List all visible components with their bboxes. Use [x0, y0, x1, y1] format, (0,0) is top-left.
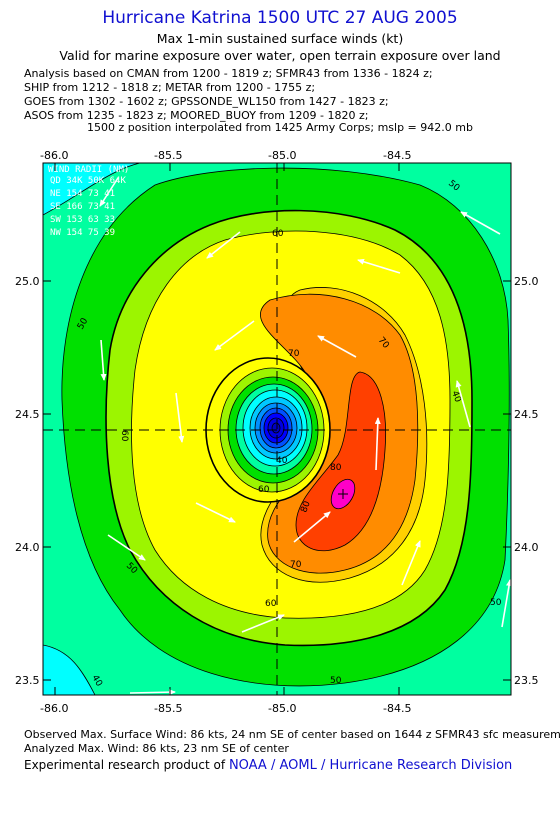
axis-ticks [43, 163, 511, 695]
contour-label: 40 [449, 390, 462, 404]
wind-vector [293, 511, 331, 543]
contour-label: 80 [299, 500, 312, 514]
contour-label: 70 [288, 349, 300, 359]
lon-tick-label: -86.0 [40, 702, 68, 715]
wind-field-map: WIND RADII (NM) QD 34K 50K 64K NE 154 73… [15, 149, 539, 715]
wind-vector [206, 231, 241, 259]
wind-vector [129, 689, 176, 695]
wind-vector [107, 534, 146, 561]
lat-tick-label: 25.0 [15, 275, 40, 288]
lon-tick-label: -85.5 [154, 149, 182, 162]
wind-vectors [99, 177, 511, 695]
lat-tick-label: 24.0 [514, 541, 539, 554]
wind-vector [455, 380, 471, 428]
wind-vector [214, 320, 255, 351]
lon-tick-label: -84.5 [383, 702, 411, 715]
wind-vector [357, 258, 401, 274]
analyzed-max-wind: Analyzed Max. Wind: 86 kts, 23 nm SE of … [24, 742, 289, 755]
observed-max-wind: Observed Max. Surface Wind: 86 kts, 24 n… [24, 728, 560, 741]
contour-label: 60 [272, 229, 284, 239]
wind-radii-title: WIND RADII (NM) [48, 165, 129, 175]
contour-band-80 [295, 371, 386, 552]
lon-tick-label: -85.0 [268, 149, 296, 162]
lat-tick-label: 23.5 [514, 674, 539, 687]
contour-label: 50 [330, 676, 342, 686]
analysis-source-line: ASOS from 1235 - 1823 z; MOORED_BUOY fro… [24, 109, 369, 122]
wind-vector [374, 417, 381, 471]
analysis-source-line: SHIP from 1212 - 1818 z; METAR from 1200… [24, 81, 316, 94]
contour-label: 60 [258, 485, 270, 495]
lat-tick-label: 24.0 [15, 541, 40, 554]
position-note: 1500 z position interpolated from 1425 A… [87, 121, 473, 134]
wind-radii-box: WIND RADII (NM) QD 34K 50K 64K NE 154 73… [48, 165, 129, 238]
plot-frame [42, 162, 512, 696]
credit-prefix: Experimental research product of [24, 758, 226, 772]
wind-radii-header: QD 34K 50K 64K [50, 176, 126, 186]
lat-tick-label: 24.5 [15, 408, 40, 421]
valid-note: Valid for marine exposure over water, op… [59, 48, 501, 63]
wind-contour-field: WIND RADII (NM) QD 34K 50K 64K NE 154 73… [43, 163, 511, 695]
wind-vector [501, 579, 511, 628]
map-subtitle: Max 1-min sustained surface winds (kt) [156, 31, 404, 46]
wind-vector [401, 540, 421, 586]
lat-tick-label: 23.5 [15, 674, 40, 687]
wind-radii-row: NE 154 73 41 [50, 189, 115, 199]
lat-tick-label: 24.5 [514, 408, 539, 421]
contour-label: 70 [290, 560, 302, 570]
contour-label: 60 [265, 599, 277, 609]
wind-radii-row: NW 154 75 39 [50, 228, 115, 238]
wind-vector [99, 177, 119, 207]
analysis-source-line: Analysis based on CMAN from 1200 - 1819 … [24, 67, 433, 80]
lat-tick-label: 25.0 [514, 275, 539, 288]
lon-tick-label: -85.5 [154, 702, 182, 715]
credit-line: Experimental research product of NOAA / … [24, 758, 512, 773]
wind-vector [317, 335, 357, 358]
map-title: Hurricane Katrina 1500 UTC 27 AUG 2005 [102, 8, 458, 28]
contour-label: 60 [119, 430, 129, 442]
credit-org-link[interactable]: NOAA / AOML / Hurricane Research Divisio… [228, 758, 513, 773]
contour-label: 40 [276, 456, 288, 466]
wind-vector [195, 502, 236, 523]
wind-vector [460, 211, 501, 235]
lon-tick-label: -86.0 [40, 149, 68, 162]
wind-radii-row: SE 166 73 41 [50, 202, 115, 212]
contour-label: 80 [330, 463, 342, 473]
contour-label: 50 [490, 598, 502, 608]
lon-tick-label: -84.5 [383, 149, 411, 162]
wind-vector [241, 614, 285, 633]
wind-vector [100, 339, 107, 381]
wind-vector [175, 392, 185, 443]
lon-tick-label: -85.0 [268, 702, 296, 715]
wind-radii-row: SW 153 63 33 [50, 215, 115, 225]
analysis-source-line: GOES from 1302 - 1602 z; GPSSONDE_WL150 … [24, 95, 389, 108]
